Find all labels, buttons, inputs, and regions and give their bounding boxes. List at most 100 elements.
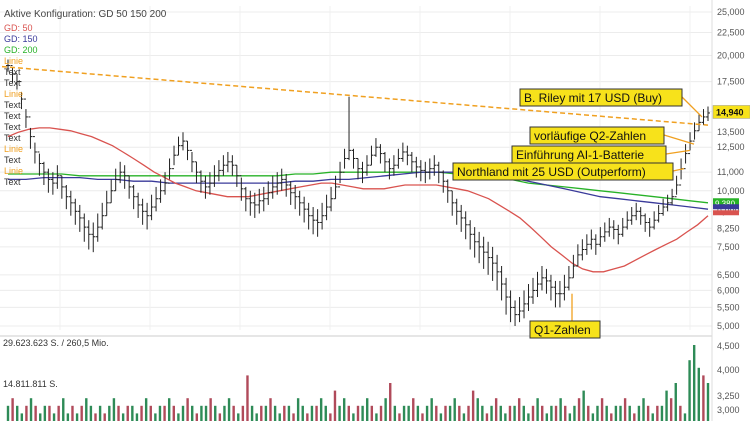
volume-bar: [283, 405, 286, 421]
volume-bar: [356, 405, 360, 421]
volume-bar: [131, 405, 134, 421]
volume-bar: [462, 413, 466, 421]
volume-bar: [43, 405, 47, 421]
volume-bar: [269, 398, 272, 421]
volume-bar: [577, 398, 581, 421]
volume-bar: [407, 405, 410, 421]
volume-bar: [57, 405, 60, 421]
volume-bar: [149, 405, 152, 421]
volume-bar: [48, 405, 51, 421]
price-tick-label: 5,500: [717, 302, 740, 312]
drawing-label: Text: [4, 177, 21, 187]
annotation-pointer: [672, 168, 685, 172]
volume-bar: [389, 383, 392, 421]
volume-bar: [430, 398, 433, 421]
volume-bar: [158, 405, 162, 421]
grid-lines: [0, 0, 713, 421]
volume-bar: [660, 405, 664, 421]
volume-bar: [112, 398, 116, 421]
drawing-label: Text: [4, 133, 21, 143]
volume-bar: [218, 413, 222, 421]
annotation-box: [519, 88, 683, 107]
volume-bar: [315, 405, 318, 421]
drawing-label: Text: [4, 78, 21, 88]
annotation-label: B. Riley mit 17 USD (Buy): [524, 91, 662, 105]
volume-bar: [209, 398, 212, 421]
price-tick-label: 13,500: [717, 127, 745, 137]
volume-bar: [517, 398, 521, 421]
volume-bar: [278, 413, 281, 421]
volume-bar: [250, 405, 254, 421]
volume-tick-label: 3,250: [717, 391, 740, 401]
volume-bar: [260, 405, 263, 421]
volume-bar: [292, 413, 295, 421]
volume-bar: [610, 413, 613, 421]
volume-bar: [227, 398, 231, 421]
volume-bar: [301, 405, 304, 421]
volume-bar: [402, 405, 406, 421]
ma-price-badge-label: 9,380: [715, 199, 736, 208]
volume-bar: [319, 398, 323, 421]
volume-bar: [195, 413, 199, 421]
ma-price-badge: [713, 210, 739, 216]
annotation-pointer: [663, 134, 695, 145]
ma-price-badge: [713, 198, 739, 209]
volume-bar: [527, 413, 530, 421]
ma50-line: [7, 127, 709, 273]
volume-bar: [688, 360, 691, 421]
resistance-trendline: [1, 65, 709, 126]
volume-bar: [144, 398, 148, 421]
ma-legend-label: GD: 150: [4, 34, 38, 44]
volume-bar: [126, 405, 129, 421]
volume-labels: 29.623.623 S. / 260,5 Mio. 14.811.811 S.: [3, 338, 109, 389]
volume-bar: [121, 413, 125, 421]
volume-bar: [494, 398, 498, 421]
drawing-label: Text: [4, 155, 21, 165]
annotation-label: Einführung AI-1-Batterie: [516, 148, 644, 162]
volume-bar: [513, 405, 516, 421]
volume-bar: [71, 405, 74, 421]
price-badges: 14,940 9,380: [712, 105, 750, 216]
last-price-box: [712, 105, 750, 119]
volume-bar: [191, 405, 194, 421]
volume-bar: [679, 405, 682, 421]
volume-bar: [324, 405, 327, 421]
volume-bar: [541, 405, 544, 421]
volume-bar: [508, 405, 512, 421]
volume-bar: [29, 398, 33, 421]
volume-bar: [587, 405, 590, 421]
volume-bar: [485, 413, 489, 421]
volume-bar: [306, 413, 309, 421]
volume-bar: [522, 405, 525, 421]
volume-bar: [181, 405, 185, 421]
volume-bar: [692, 345, 696, 421]
volume-bar: [536, 398, 539, 421]
volume-bar: [665, 390, 668, 421]
annotation-label: Q1-Zahlen: [534, 323, 591, 337]
price-tick-label: 20,000: [717, 51, 745, 61]
volume-bar: [186, 398, 189, 421]
volume-bar: [361, 405, 364, 421]
volume-bar: [669, 398, 673, 421]
volume-bar: [697, 367, 700, 421]
ma-legend-label: GD: 200: [4, 45, 38, 55]
annotation-pointer: [681, 96, 703, 118]
annotation-label: Northland mit 25 USD (Outperform): [457, 165, 646, 179]
price-tick-label: 22,500: [717, 28, 745, 38]
price-candles: [6, 59, 710, 326]
volume-bar: [702, 375, 705, 421]
annotation-box: [452, 162, 674, 181]
volume-bar: [89, 405, 93, 421]
volume-bar: [52, 413, 56, 421]
volume-bar: [296, 398, 300, 421]
volume-bar: [674, 383, 677, 421]
volume-bar: [421, 413, 424, 421]
volume-bar: [370, 405, 374, 421]
volume-bar: [329, 413, 332, 421]
volume-bar: [545, 413, 549, 421]
volume-bar: [683, 413, 687, 421]
volume-bar: [25, 405, 28, 421]
volume-bar: [333, 390, 337, 421]
price-tick-label: 12,500: [717, 142, 745, 152]
volume-bar: [237, 413, 240, 421]
